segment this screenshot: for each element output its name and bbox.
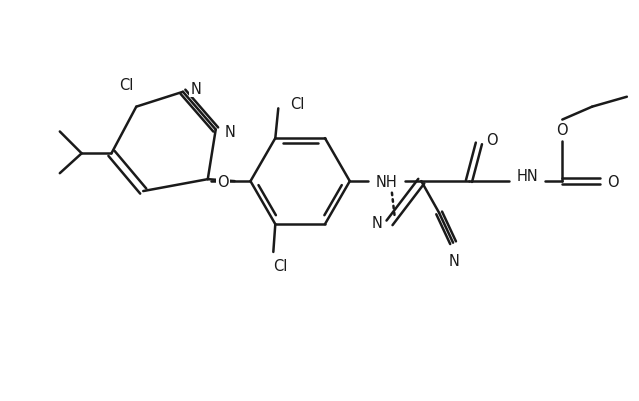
Text: O: O [486,133,498,148]
Text: Cl: Cl [290,97,304,111]
Text: HN: HN [517,168,539,183]
Text: O: O [557,123,568,138]
Text: N: N [449,253,459,268]
Text: O: O [217,174,229,189]
Text: N: N [371,216,382,231]
Text: N: N [190,82,201,97]
Text: O: O [607,174,619,189]
Text: Cl: Cl [119,78,134,93]
Text: Cl: Cl [273,259,288,273]
Text: NH: NH [376,174,397,189]
Text: N: N [224,125,235,140]
